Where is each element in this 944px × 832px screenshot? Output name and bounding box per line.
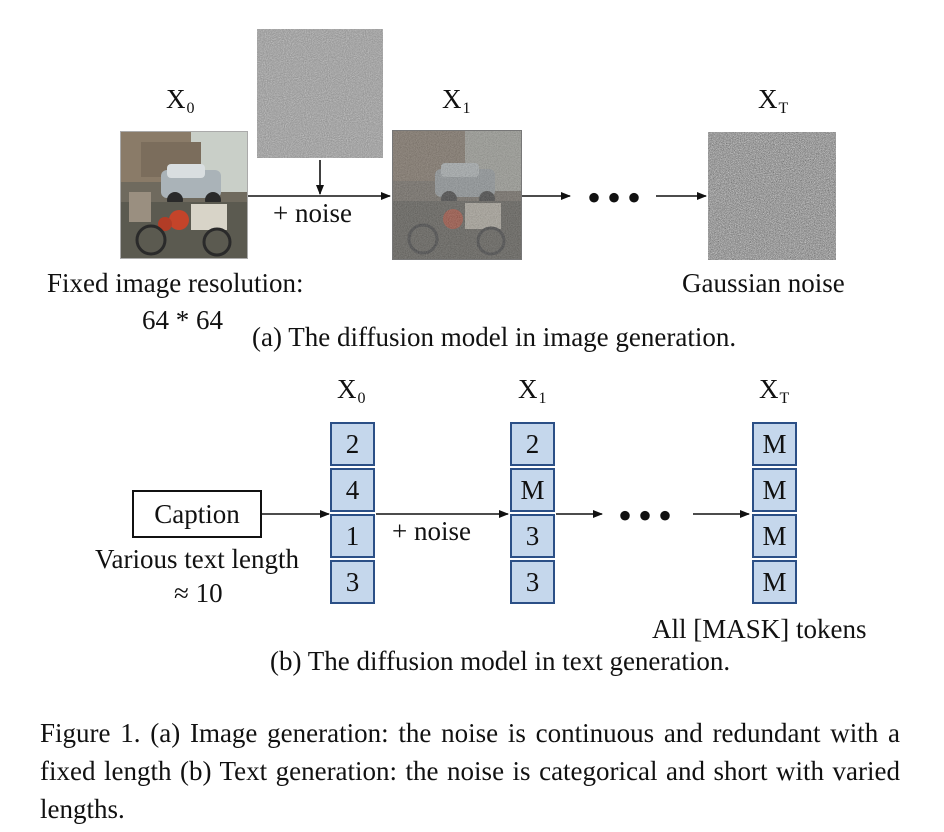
plus-noise-label-a: + noise [273, 198, 352, 228]
plus-noise-label-b: + noise [392, 516, 471, 546]
approx-length-value: ≈ 10 [174, 578, 223, 608]
token-cell: 3 [510, 560, 555, 604]
xt-label-b: XT [759, 374, 790, 407]
various-text-length-label: Various text length [95, 544, 299, 574]
x1-noisy-photo [392, 130, 522, 260]
x0-label-b: X0 [337, 374, 366, 407]
noisy-car-photo-image [393, 131, 521, 259]
figure-caption: Figure 1. (a) Image generation: the nois… [40, 718, 900, 824]
x1-label-a: X1 [442, 84, 471, 117]
added-noise-patch [257, 29, 383, 158]
xt-label-a: XT [758, 84, 789, 117]
gaussian-noise-label: Gaussian noise [682, 268, 845, 298]
token-cell: M [510, 468, 555, 512]
mask-token-cell: M [752, 560, 797, 604]
mask-token-cell: M [752, 422, 797, 466]
mask-token-cell: M [752, 514, 797, 558]
ellipsis-a: ••• [587, 175, 648, 220]
ellipsis-b: ••• [618, 493, 679, 538]
token-cell: 1 [330, 514, 375, 558]
car-photo-image [121, 132, 247, 258]
token-cell: 4 [330, 468, 375, 512]
caption-box: Caption [132, 490, 262, 538]
subcaption-b: (b) The diffusion model in text generati… [270, 646, 731, 676]
x0-photo [120, 131, 248, 259]
resolution-value: 64 * 64 [142, 305, 223, 335]
x1-label-b: X1 [518, 374, 547, 407]
subcaption-a: (a) The diffusion model in image generat… [252, 322, 737, 352]
mask-token-cell: M [752, 468, 797, 512]
x0-label-a: X0 [166, 84, 195, 117]
gray-noise-image [257, 29, 383, 158]
fixed-resolution-label: Fixed image resolution: [47, 268, 304, 298]
xt-gaussian-noise [708, 132, 836, 260]
bw-noise-image [708, 132, 836, 260]
token-cell: 3 [510, 514, 555, 558]
token-cell: 2 [330, 422, 375, 466]
token-cell: 3 [330, 560, 375, 604]
all-mask-tokens-label: All [MASK] tokens [652, 614, 867, 644]
token-cell: 2 [510, 422, 555, 466]
